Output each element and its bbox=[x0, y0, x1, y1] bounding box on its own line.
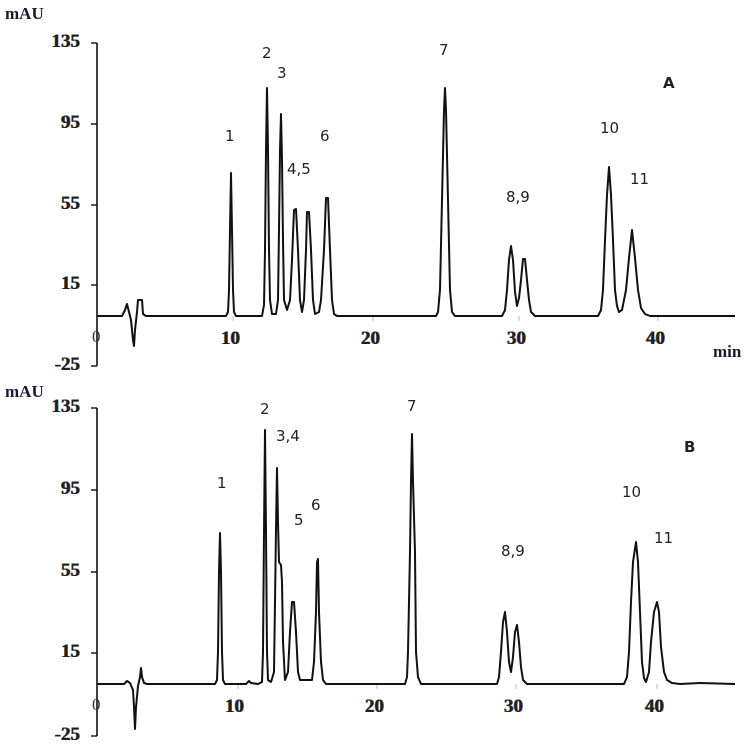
chromatogram-plot-b bbox=[91, 407, 736, 737]
peak-label: 8,9 bbox=[506, 188, 530, 206]
peak-label: 2 bbox=[262, 44, 272, 62]
chromatogram-plot-a bbox=[91, 42, 735, 367]
peak-label: 8,9 bbox=[501, 542, 525, 560]
peak-label: 7 bbox=[439, 41, 449, 59]
y-tick-neg25-a: -25 bbox=[54, 354, 80, 375]
peak-label: 7 bbox=[407, 397, 417, 415]
x-origin-a: 0 bbox=[92, 327, 101, 346]
panel-label-b: B bbox=[684, 438, 696, 456]
peak-label: 10 bbox=[622, 483, 642, 501]
x-tick-10-b: 10 bbox=[225, 696, 244, 717]
x-tick-40-a: 40 bbox=[646, 328, 665, 349]
chromatogram-panel-a: mAU 135 95 55 15 -25 0 10 20 30 40 min A… bbox=[0, 0, 755, 375]
peak-label: 1 bbox=[225, 127, 235, 145]
x-tick-20-b: 20 bbox=[365, 696, 384, 717]
peak-label: 6 bbox=[320, 127, 330, 145]
y-tick-95-b: 95 bbox=[61, 478, 80, 499]
peak-label: 11 bbox=[630, 170, 650, 188]
peak-label: 2 bbox=[260, 400, 270, 418]
y-tick-55-a: 55 bbox=[61, 193, 80, 214]
y-tick-15-a: 15 bbox=[61, 273, 80, 294]
peak-label: 11 bbox=[654, 529, 674, 547]
x-tick-30-b: 30 bbox=[504, 696, 523, 717]
x-tick-20-a: 20 bbox=[361, 328, 380, 349]
y-tick-135-b: 135 bbox=[51, 396, 81, 417]
peak-label: 1 bbox=[217, 474, 227, 492]
x-tick-10-a: 10 bbox=[221, 328, 240, 349]
y-axis-unit-b: mAU bbox=[5, 382, 44, 401]
peak-label: 6 bbox=[311, 496, 321, 514]
y-tick-neg25-b: -25 bbox=[54, 724, 80, 745]
x-tick-40-b: 40 bbox=[645, 696, 664, 717]
y-tick-135-a: 135 bbox=[51, 31, 81, 52]
peak-label: 5 bbox=[294, 511, 304, 529]
peak-label: 4,5 bbox=[287, 160, 311, 178]
peak-label: 3 bbox=[277, 64, 287, 82]
y-tick-95-a: 95 bbox=[61, 112, 80, 133]
x-axis-label-a: min bbox=[713, 342, 742, 361]
y-axis-unit-a: mAU bbox=[5, 4, 44, 23]
peak-label: 3,4 bbox=[276, 427, 300, 445]
chromatogram-panel-b: mAU 135 95 55 15 -25 0 10 20 30 40 B 1 2… bbox=[0, 372, 755, 751]
panel-label-a: A bbox=[663, 74, 675, 92]
x-tick-30-a: 30 bbox=[507, 328, 526, 349]
y-tick-15-b: 15 bbox=[61, 641, 80, 662]
y-tick-55-b: 55 bbox=[61, 560, 80, 581]
x-origin-b: 0 bbox=[92, 695, 101, 714]
peak-label: 10 bbox=[600, 119, 620, 137]
